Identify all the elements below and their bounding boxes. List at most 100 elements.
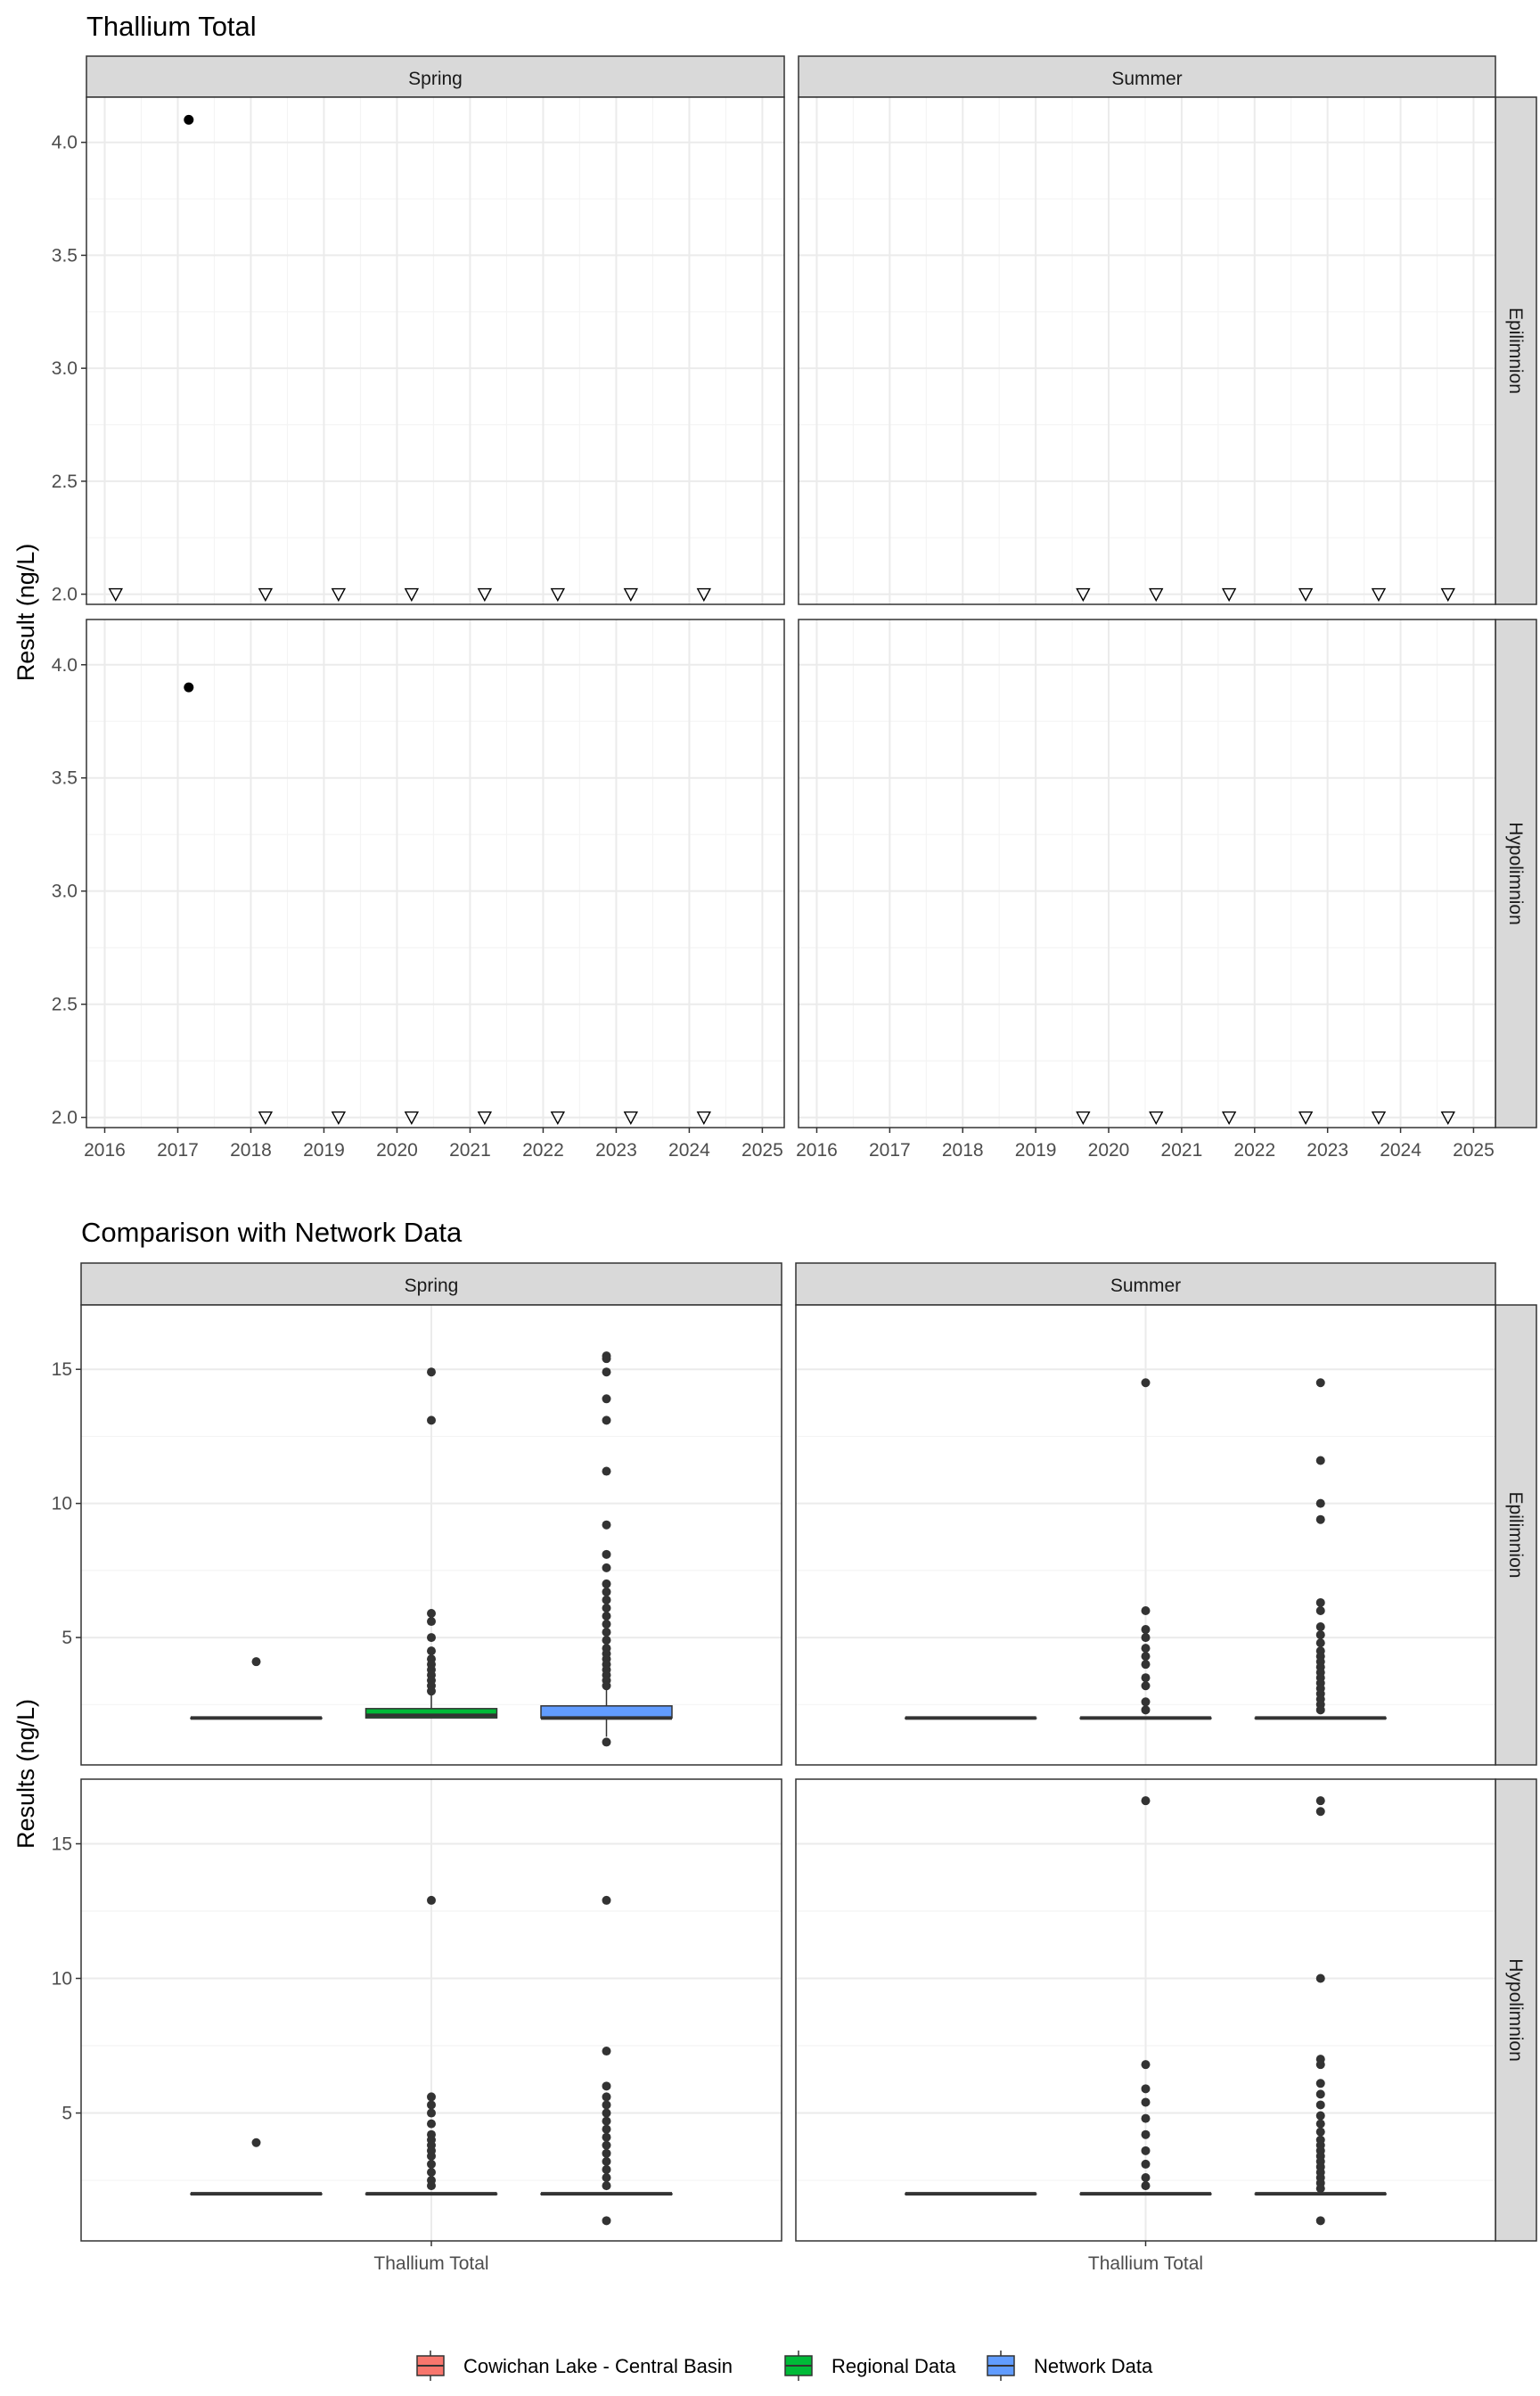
box-outlier [1315,2100,1325,2110]
box-outlier [602,2116,611,2126]
x-tick-label: 2018 [230,1140,272,1161]
non-detect-marker [477,587,493,603]
non-detect-marker [477,1111,493,1126]
x-tick-label: 2022 [522,1140,564,1161]
box-body [365,1708,498,1719]
box-outlier [1315,1605,1325,1615]
chart-2-strip-label: Summer [1110,1276,1181,1296]
box-outlier [602,2148,611,2158]
y-tick-label: 4.0 [52,655,78,676]
box-outlier [1315,1456,1325,1465]
non-detect-marker [404,1111,420,1126]
box-outlier [1141,2129,1151,2139]
non-detect-marker [550,1111,566,1126]
box-outlier [1141,2181,1151,2191]
non-detect-marker [258,587,274,603]
box-outlier [427,1367,436,1377]
box-outlier [602,2173,611,2183]
y-tick-label: 2.0 [52,1108,78,1128]
x-category-label: Thallium Total [1088,2253,1203,2274]
box-outlier [602,2164,611,2174]
box-outlier [1315,2111,1325,2121]
box-outlier [1141,1673,1151,1683]
box-outlier [1141,2146,1151,2155]
non-detect-marker [550,587,566,603]
panel-background [86,620,784,1128]
box-outlier [427,1609,436,1619]
y-tick-label: 2.5 [52,472,78,492]
chart-1-row-label: Epilimnion [1505,308,1526,394]
panel-border [798,96,1496,605]
box-outlier [602,2181,611,2191]
box-outlier [1141,2084,1151,2094]
non-detect-marker [331,587,347,603]
box-outlier [602,1466,611,1476]
chart-1-strip-label: Spring [408,69,463,89]
box-outlier [602,1415,611,1425]
box-outlier [602,2081,611,2091]
chart-1-y-axis-title: Result (ng/L) [12,544,39,682]
x-tick-label: 2021 [449,1140,491,1161]
x-tick-label: 2020 [376,1140,418,1161]
box-outlier [1141,1605,1151,1615]
box-outlier [1315,1973,1325,1983]
box-outlier [602,2092,611,2102]
non-detect-marker [623,587,638,603]
chart-1-panel-summer-epilimnion [798,96,1496,605]
chart-1-strip-summer [798,55,1496,98]
chart-1-strip-hypolimnion [1495,619,1537,1128]
box-outlier [1315,1705,1325,1715]
box-outlier [427,2119,436,2129]
chart-2-row-label: Epilimnion [1505,1492,1526,1579]
panel-border [795,1304,1496,1766]
box-outlier [427,1617,436,1627]
chart-1-strip-epilimnion [1495,96,1537,605]
chart-2-panel-summer-epilimnion [795,1304,1496,1766]
x-tick-label: 2024 [668,1140,710,1161]
non-detect-marker [331,1111,347,1126]
box-outlier [1141,1796,1151,1806]
box-outlier [602,1603,611,1612]
box-outlier [1315,2127,1325,2137]
box-outlier [602,1737,611,1747]
box-outlier [602,2047,611,2056]
non-detect-marker [1298,1111,1314,1126]
box-outlier [1141,1378,1151,1388]
y-tick-label: 5 [61,1628,72,1648]
x-tick-label: 2022 [1233,1140,1275,1161]
box-outlier [602,1563,611,1572]
non-detect-marker [1371,1111,1387,1126]
x-tick-label: 2019 [303,1140,345,1161]
x-tick-label: 2023 [595,1140,637,1161]
box-outlier [602,1595,611,1604]
non-detect-marker [1076,587,1091,603]
x-tick-label: 2017 [869,1140,911,1161]
non-detect-marker [404,587,420,603]
box-outlier [427,1415,436,1425]
box-outlier [1141,2159,1151,2169]
box-outlier [1141,1633,1151,1643]
box-outlier [1315,2119,1325,2129]
box-outlier [602,2132,611,2142]
box-outlier [427,2181,436,2191]
box-outlier [1141,1644,1151,1653]
box-outlier [602,2124,611,2134]
box-outlier [427,2159,436,2169]
y-tick-label: 3.5 [52,768,78,789]
y-tick-label: 15 [52,1359,72,1380]
x-tick-label: 2023 [1307,1140,1348,1161]
box-outlier [1315,1597,1325,1607]
x-tick-label: 2025 [1453,1140,1495,1161]
x-tick-label: 2025 [741,1140,783,1161]
non-detect-marker [108,587,123,603]
panel-background [799,97,1495,604]
legend [416,2351,1015,2381]
panel-border [80,1304,782,1766]
non-detect-marker [696,587,711,603]
box-outlier [427,2092,436,2102]
box-outlier [602,1354,611,1364]
y-tick-label: 3.0 [52,882,78,902]
box-outlier [1141,2173,1151,2183]
box-outlier [1141,2097,1151,2107]
box-outlier [1141,1705,1151,1715]
